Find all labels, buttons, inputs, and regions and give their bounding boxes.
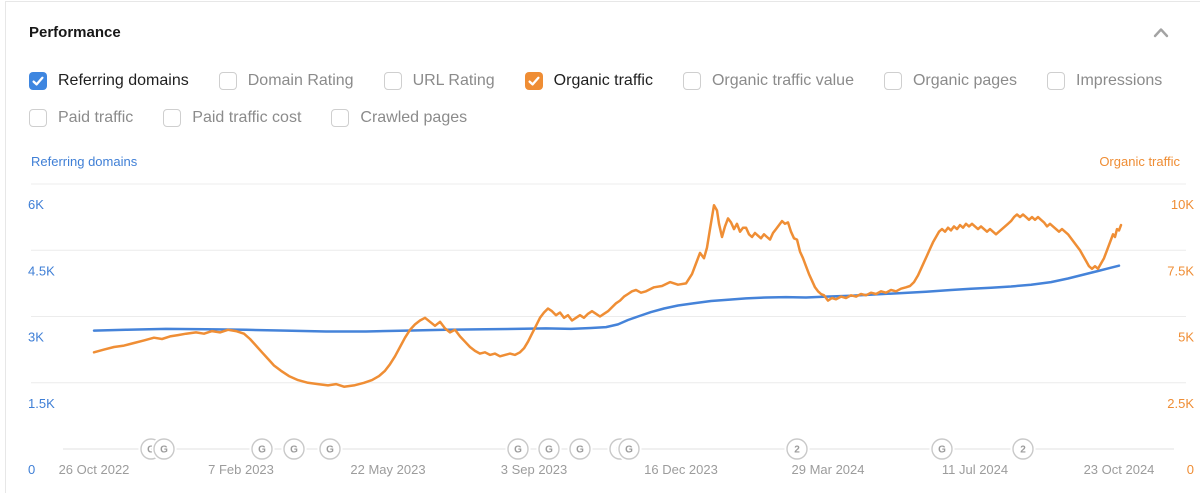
left-axis-caption: Referring domains <box>31 154 138 169</box>
unchecked-checkbox-icon[interactable] <box>163 109 182 127</box>
x-axis-date-label: 26 Oct 2022 <box>59 462 130 477</box>
checkbox-paid-traffic[interactable]: Paid traffic <box>29 109 133 127</box>
event-marker-glyph: 2 <box>1020 445 1026 456</box>
event-marker-glyph: G <box>576 445 584 456</box>
metric-toggles-row-2: Paid traffic Paid traffic cost Crawled pag… <box>29 109 467 127</box>
event-marker-glyph: G <box>938 445 946 456</box>
google-update-marker[interactable] <box>153 438 175 460</box>
google-update-marker[interactable] <box>618 438 640 460</box>
left-axis-tick: 0 <box>28 462 35 477</box>
x-axis-date-label: 3 Sep 2023 <box>501 462 568 477</box>
checkbox-impressions[interactable]: Impressions <box>1047 72 1162 90</box>
google-update-marker[interactable] <box>569 438 591 460</box>
left-axis-tick: 3K <box>28 330 44 345</box>
event-marker-glyph: G <box>258 445 266 456</box>
checkbox-organic-traffic[interactable]: Organic traffic <box>524 72 653 90</box>
metric-toggles-row-1: Referring domains Domain Rating URL Rating… <box>29 72 1162 90</box>
unchecked-checkbox-icon[interactable] <box>682 72 701 90</box>
google-update-marker[interactable] <box>319 438 341 460</box>
checkbox-referring-domains[interactable]: Referring domains <box>29 72 189 90</box>
checkbox-organic-traffic-value[interactable]: Organic traffic value <box>682 72 854 90</box>
x-axis-date-label: 16 Dec 2023 <box>644 462 718 477</box>
performance-panel: Performance Referring domains Domain Rati… <box>5 1 1200 493</box>
unchecked-checkbox-icon[interactable] <box>331 109 350 127</box>
checkbox-label: Organic pages <box>912 72 1018 89</box>
event-marker-glyph: G <box>545 445 553 456</box>
x-axis-date-label: 29 Mar 2024 <box>792 462 865 477</box>
google-update-marker[interactable] <box>283 438 305 460</box>
grouped-update-marker[interactable] <box>786 438 808 460</box>
event-marker-glyph: G <box>160 445 168 456</box>
right-axis-tick: 5K <box>1178 330 1194 345</box>
x-axis-date-label: 11 Jul 2024 <box>942 462 1008 477</box>
right-axis-tick: 10K <box>1171 197 1194 212</box>
checkbox-organic-pages[interactable]: Organic pages <box>883 72 1018 90</box>
event-marker-glyph: G <box>290 445 298 456</box>
plot-hover-area[interactable] <box>31 184 1186 449</box>
x-axis-date-label: 22 May 2023 <box>350 462 425 477</box>
chevron-up-icon <box>1153 28 1169 38</box>
checkbox-label: Paid traffic <box>58 109 134 126</box>
left-axis-tick: 4.5K <box>28 263 55 278</box>
left-axis-tick: 1.5K <box>28 396 55 411</box>
checkbox-label: Paid traffic cost <box>192 109 302 126</box>
checkbox-url-rating[interactable]: URL Rating <box>383 72 495 90</box>
google-update-marker[interactable] <box>251 438 273 460</box>
panel-title: Performance <box>29 24 121 41</box>
series-line-referring-domains <box>92 264 1121 333</box>
event-marker-glyph: G <box>147 445 155 456</box>
x-axis-date-label: 7 Feb 2023 <box>208 462 274 477</box>
checkbox-domain-rating[interactable]: Domain Rating <box>218 72 354 90</box>
checkbox-label: Domain Rating <box>247 72 354 89</box>
checkbox-paid-traffic-cost[interactable]: Paid traffic cost <box>163 109 301 127</box>
event-marker-glyph: G <box>514 445 522 456</box>
checkbox-label: Impressions <box>1076 72 1163 89</box>
unchecked-checkbox-icon[interactable] <box>883 72 902 90</box>
left-axis-tick: 6K <box>28 197 44 212</box>
checkbox-label: Referring domains <box>58 72 189 89</box>
event-marker-glyph: 2 <box>794 445 800 456</box>
performance-chart: 6K 4.5K 3K 1.5K 0 10K 7.5K 5K 2.5K 0 26 Oct 2022 7 … <box>28 183 1194 477</box>
x-axis-date-label: 23 Oct 2024 <box>1084 462 1155 477</box>
unchecked-checkbox-icon[interactable] <box>218 72 237 90</box>
right-axis-tick: 0 <box>1187 462 1194 477</box>
checkbox-label: Organic traffic value <box>711 72 854 89</box>
series-line-organic-traffic <box>92 203 1123 388</box>
right-axis-tick: 7.5K <box>1167 263 1194 278</box>
unchecked-checkbox-icon[interactable] <box>383 72 402 90</box>
checkbox-label: URL Rating <box>412 72 495 89</box>
right-axis-caption: Organic traffic <box>1099 154 1180 169</box>
grouped-update-marker[interactable] <box>1012 438 1034 460</box>
collapse-button[interactable] <box>1152 24 1170 42</box>
unchecked-checkbox-icon[interactable] <box>1047 72 1066 90</box>
checkbox-label: Crawled pages <box>360 109 468 126</box>
checked-checkbox-icon[interactable] <box>524 72 543 90</box>
google-update-marker[interactable] <box>507 438 529 460</box>
checked-checkbox-icon[interactable] <box>29 72 47 90</box>
event-marker-glyph: G <box>326 445 334 456</box>
google-update-marker[interactable] <box>538 438 560 460</box>
checkbox-crawled-pages[interactable]: Crawled pages <box>331 109 467 127</box>
google-update-marker[interactable] <box>931 438 953 460</box>
unchecked-checkbox-icon[interactable] <box>29 109 47 127</box>
right-axis-tick: 2.5K <box>1167 396 1194 411</box>
checkbox-label: Organic traffic <box>553 72 653 89</box>
event-marker-glyph: G <box>625 445 633 456</box>
